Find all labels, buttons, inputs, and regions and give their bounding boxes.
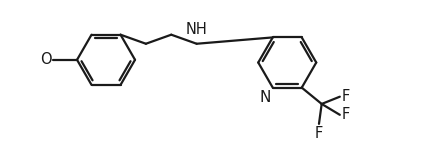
Text: F: F (315, 126, 323, 141)
Text: N: N (260, 90, 271, 105)
Text: F: F (342, 89, 350, 104)
Text: O: O (40, 52, 52, 67)
Text: F: F (342, 107, 350, 122)
Text: NH: NH (186, 22, 207, 37)
